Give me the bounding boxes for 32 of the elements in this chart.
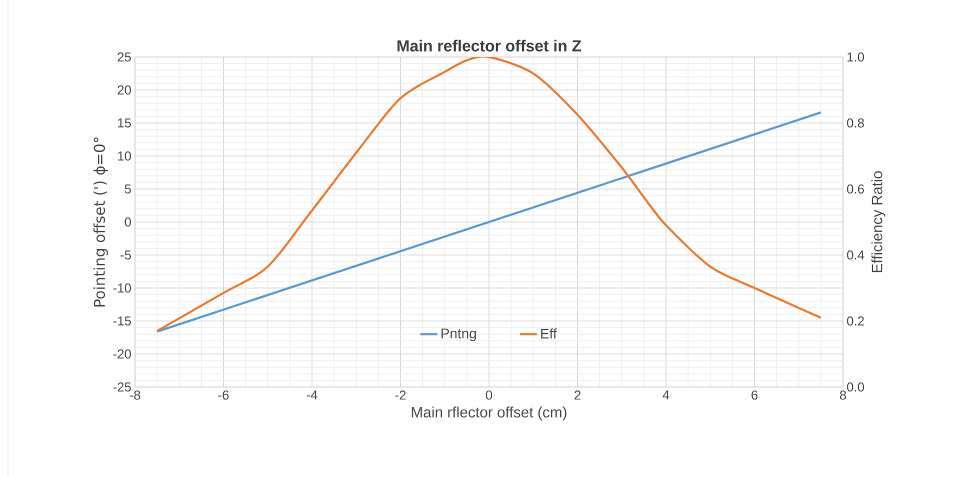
y2-axis-title: Efficiency Ratio: [871, 171, 886, 272]
y-tick-label: -10: [113, 283, 131, 293]
x-tick-label: -2: [395, 390, 406, 400]
legend-label: Eff: [541, 328, 557, 338]
y-tick-label: 5: [124, 184, 131, 194]
y2-tick-label: 1.0: [848, 52, 864, 62]
y-tick-label: 15: [118, 118, 131, 128]
y-tick-label: 20: [118, 85, 131, 95]
y-axis-title: Pointing offset (') ϕ=0°: [93, 137, 108, 306]
legend-label: Pntng: [442, 328, 476, 342]
y-tick-label: 0: [124, 217, 131, 227]
x-tick-label: 4: [662, 390, 670, 400]
x-tick-label: 2: [574, 390, 580, 400]
y-tick-label: 10: [118, 151, 131, 161]
x-tick-label: 6: [752, 390, 758, 400]
x-tick-label: -4: [306, 390, 318, 400]
y-tick-label: -15: [113, 316, 131, 326]
chart-title: Main reflector offset in Z: [398, 40, 582, 52]
y2-tick-label: 0.6: [847, 184, 864, 194]
x-tick-label: 8: [840, 390, 846, 400]
y-tick-label: 25: [118, 52, 131, 62]
x-tick-label: 0: [486, 390, 492, 400]
y2-tick-label: 0.8: [847, 118, 864, 128]
x-tick-label: -8: [130, 390, 140, 400]
y-tick-label: -20: [113, 349, 131, 359]
y2-tick-label: 0.4: [847, 250, 864, 260]
y-tick-label: -25: [113, 382, 131, 392]
y2-tick-label: 0.2: [847, 316, 864, 326]
x-tick-label: -6: [218, 390, 229, 400]
y-tick-label: -5: [120, 250, 131, 260]
x-axis-title: Main rflector offset (cm): [412, 406, 566, 420]
y2-tick-label: 0.0: [847, 382, 864, 392]
